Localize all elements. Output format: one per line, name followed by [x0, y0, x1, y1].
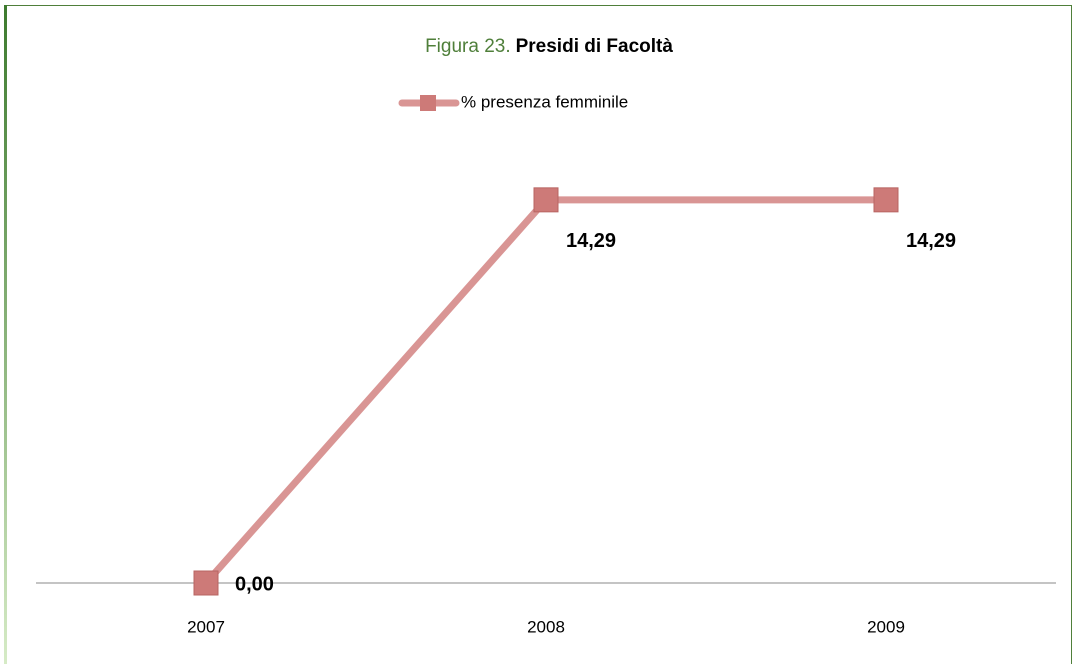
chart-title: Figura 23. Presidi di Facoltà: [425, 36, 673, 57]
data-label: 14,29: [906, 230, 956, 252]
x-tick-label: 2009: [867, 617, 905, 636]
title-text: Presidi di Facoltà: [516, 36, 674, 57]
data-marker: [193, 570, 219, 596]
legend-marker: [420, 95, 436, 111]
title-number: Figura 23.: [425, 36, 511, 57]
data-label: 0,00: [235, 573, 274, 595]
legend-label: % presenza femminile: [461, 92, 628, 111]
data-marker: [873, 187, 899, 213]
x-tick-label: 2008: [527, 617, 565, 636]
data-marker: [533, 187, 559, 213]
x-tick-label: 2007: [187, 617, 225, 636]
data-label: 14,29: [566, 230, 616, 252]
frame-edge: [4, 5, 7, 664]
data-line: [203, 196, 886, 586]
